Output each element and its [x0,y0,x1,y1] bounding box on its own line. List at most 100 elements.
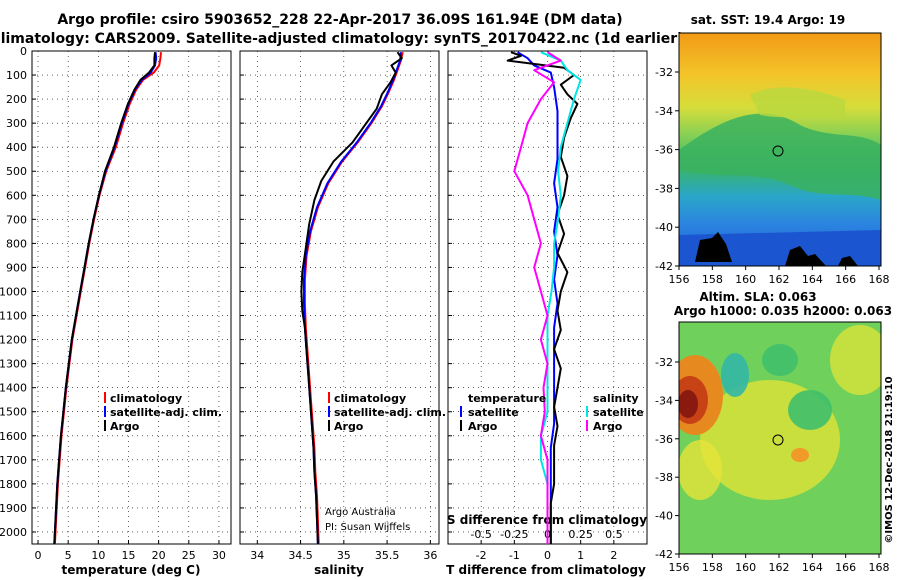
x-tick-label: 5 [65,549,72,562]
temperature-x-label: temperature (deg C) [62,563,201,577]
sst-lat-axis: -32 -34 -36 -38 -40 -42 [655,66,679,273]
x-tick-label: -1 [509,549,520,562]
series-line-argo [53,52,156,545]
sla-argo-location-marker [772,434,784,446]
series-line-argo [300,51,403,545]
lon-tick-label: 162 [769,273,790,286]
lat-tick-label: -34 [655,105,673,118]
x-tick-label: 25 [182,549,196,562]
lon-tick-label: 158 [702,561,723,574]
depth-tick-label: 200 [6,93,27,106]
sla-map-frame [678,321,882,555]
lon-tick-label: 164 [802,273,823,286]
lon-tick-label: 168 [869,273,890,286]
lat-tick-label: -36 [655,144,673,157]
sla-orange-spot [791,448,809,462]
difference-legend-salinity: salinity satellite Argo [586,392,644,433]
depth-tick-label: 500 [6,165,27,178]
salinity-panel-frame [239,50,440,545]
legend-title-temperature: temperature [468,392,546,405]
legend-swatch-argo [328,420,330,431]
lat-tick-label: -42 [655,548,673,561]
depth-tick-label: 700 [6,213,27,226]
depth-tick-label: 900 [6,261,27,274]
difference-legend-temperature: temperature satellite Argo [460,392,546,433]
legend-swatch-satellite [104,406,106,417]
x-tick-label: 20 [152,549,166,562]
sst-lon-axis: 156 158 160 162 164 166 168 [669,266,890,286]
lat-tick-label: -36 [655,433,673,446]
x-tick-label: 0 [544,549,551,562]
depth-tick-label: 1000 [0,285,27,298]
salinity-series [300,51,404,545]
depth-tick-label: 800 [6,237,27,250]
legend-swatch-t-argo [460,420,462,431]
depth-tick-label: 300 [6,117,27,130]
x-tick-label: 35.5 [375,549,400,562]
depth-tick-label: 1700 [0,454,27,467]
legend-swatch-satellite [328,406,330,417]
lon-tick-label: 156 [669,561,690,574]
depth-tick-label: 1100 [0,310,27,323]
header-line-1: Argo profile: csiro 5903652_228 22-Apr-2… [57,12,622,28]
lat-tick-label: -40 [655,510,673,523]
x-tick-label: 34.5 [288,549,313,562]
salinity-legend: climatology satellite-adj. clim. Argo [328,392,446,433]
x-tick-label: 0 [35,549,42,562]
depth-tick-label: 1500 [0,406,27,419]
difference-x-axis: -2 -1 0 1 2 [476,540,617,562]
lon-tick-label: 164 [802,561,823,574]
sla-lat-axis: -32 -34 -36 -38 -40 -42 [655,356,679,561]
x-tick-label: 15 [121,549,135,562]
series-line-s-satellite [539,51,582,544]
credit-organisation: Argo Australia [325,507,396,518]
x-tick-label: 36 [423,549,437,562]
salinity-x-label: salinity [314,563,364,577]
lon-tick-label: 162 [769,561,790,574]
lon-tick-label: 166 [835,273,856,286]
depth-tick-label: 100 [6,69,27,82]
depth-tick-label: 1400 [0,382,27,395]
legend-label-s-satellite: satellite [593,406,644,419]
sla-map-title-2: Argo h1000: 0.035 h2000: 0.063 [674,304,892,318]
difference-series [506,51,582,544]
series-line-t-satellite [517,51,559,544]
legend-swatch-t-satellite [460,406,462,417]
x-tick-label: 34 [250,549,264,562]
credit-pi: PI: Susan Wijffels [325,522,410,533]
lat-tick-label: -34 [655,394,673,407]
lon-tick-label: 156 [669,273,690,286]
x-tick-label: 1 [577,549,584,562]
depth-tick-label: 1300 [0,358,27,371]
temperature-panel-frame [31,50,232,545]
series-line-t-argo [506,51,579,544]
s-diff-tick-label: 0.25 [568,528,593,541]
sst-cool-tongue [679,113,881,200]
lat-tick-label: -42 [655,260,673,273]
legend-label-t-satellite: satellite [468,406,519,419]
lon-tick-label: 160 [735,273,756,286]
sst-map-title: sat. SST: 19.4 Argo: 19 [691,13,845,27]
sla-map [679,322,881,554]
depth-tick-label: 2000 [0,526,27,539]
lat-tick-label: -32 [655,66,673,79]
lat-tick-label: -38 [655,471,673,484]
sla-yellow-region [830,325,881,395]
lon-tick-label: 160 [735,561,756,574]
lat-tick-label: -38 [655,182,673,195]
x-tick-label: 30 [212,549,226,562]
legend-label-climatology: climatology [334,392,406,405]
legend-label-t-argo: Argo [468,420,498,433]
depth-tick-label: 0 [20,45,27,58]
legend-swatch-s-argo [586,420,588,431]
lon-tick-label: 158 [702,273,723,286]
s-diff-tick-label: 0.5 [605,528,623,541]
difference-x-label: T difference from climatology [446,563,646,577]
legend-label-climatology: climatology [110,392,182,405]
sla-green-eddy [788,390,832,430]
legend-label-s-argo: Argo [593,420,623,433]
depth-tick-label: 1200 [0,334,27,347]
sla-yellow-region [679,440,722,500]
depth-axis: 0 100 200 300 400 500 600 700 800 900 1000 1100 1200… [0,45,452,539]
x-tick-label: 2 [610,549,617,562]
